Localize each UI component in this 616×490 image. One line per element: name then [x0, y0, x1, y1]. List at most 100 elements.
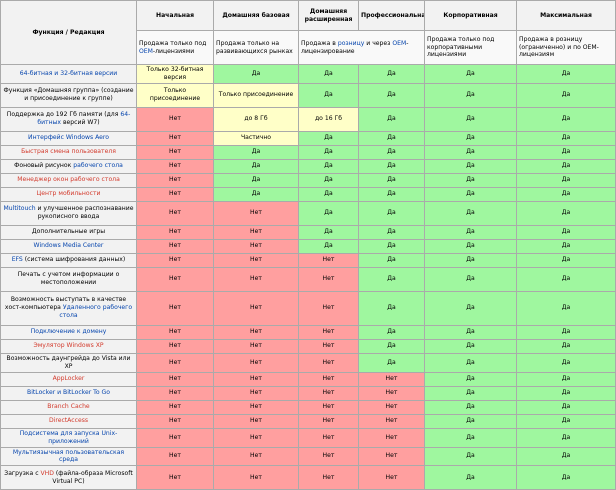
table-row: Multitouch и улучшенное распознавание ру…: [0, 200, 616, 226]
support-yes-cell: Да: [358, 82, 425, 108]
support-no-cell: Нет: [136, 106, 214, 132]
feature-name-cell: Возможность выступать в качестве хост-ко…: [0, 290, 137, 326]
support-yes-cell: Да: [424, 413, 517, 429]
support-yes-cell: Да: [358, 252, 425, 268]
support-no-cell: Нет: [298, 266, 359, 292]
wiki-link[interactable]: DirectAccess: [48, 417, 89, 425]
wiki-link[interactable]: EFS: [11, 256, 23, 264]
support-yes-cell: Да: [424, 399, 517, 415]
support-yes-cell: Да: [358, 130, 425, 146]
support-no-cell: Нет: [298, 427, 359, 448]
support-yes-cell: Да: [516, 224, 616, 240]
wiki-link[interactable]: BitLocker и BitLocker To Go: [27, 389, 110, 397]
wiki-link[interactable]: Windows Media Center: [33, 242, 104, 250]
support-yes-cell: Да: [298, 144, 359, 160]
support-no-cell: Нет: [298, 338, 359, 354]
support-yes-cell: Да: [358, 224, 425, 240]
wiki-link[interactable]: Подключение к домену: [30, 328, 107, 336]
support-no-cell: Нет: [358, 399, 425, 415]
wiki-link[interactable]: OEM: [392, 39, 407, 47]
support-yes-cell: Да: [516, 352, 616, 373]
wiki-link[interactable]: Удаленного рабочего стола: [59, 304, 133, 320]
text-segment: -лицензиями: [152, 47, 195, 55]
feature-name-cell: Менеджер окон рабочего стола: [0, 172, 137, 188]
support-yes-cell: Да: [298, 186, 359, 202]
support-yes-cell: Да: [424, 371, 517, 387]
wiki-link[interactable]: VHD: [40, 469, 54, 477]
wiki-link[interactable]: рабочего стола: [73, 162, 123, 170]
wiki-link[interactable]: Менеджер окон рабочего стола: [17, 176, 120, 184]
support-yes-cell: Да: [298, 64, 359, 84]
support-yes-cell: Да: [424, 427, 517, 448]
feature-column-header: Функция / Редакция: [0, 0, 137, 65]
support-no-cell: Нет: [213, 465, 299, 490]
support-yes-cell: Да: [516, 266, 616, 292]
feature-name-cell: Поддержка до 192 Гб памяти (для 64-битны…: [0, 106, 137, 132]
wiki-link[interactable]: Быстрая смена пользователя: [21, 148, 116, 156]
table-row: Мультиязычная пользовательская среда Нет Н…: [0, 446, 616, 467]
support-yes-cell: Да: [424, 144, 517, 160]
support-no-cell: Нет: [136, 158, 214, 174]
support-yes-cell: Да: [424, 200, 517, 226]
text-segment: Функция «Домашняя группа» (создание и пр…: [3, 87, 134, 103]
wiki-link[interactable]: Эмулятор Windows XP: [33, 342, 104, 350]
edition-header: Домашняя расширенная: [298, 0, 359, 31]
support-no-cell: Нет: [136, 238, 214, 254]
text-segment: Возможность даунгрейда до Vista или XP: [6, 354, 131, 370]
feature-name-cell: 64-битная и 32-битная версии: [0, 64, 137, 84]
support-yes-cell: Да: [358, 158, 425, 174]
support-yes-cell: Да: [516, 82, 616, 108]
support-partial-cell: Только присоединение: [213, 82, 299, 108]
table-row: Возможность выступать в качестве хост-ко…: [0, 290, 616, 326]
feature-name-cell: Мультиязычная пользовательская среда: [0, 446, 137, 467]
support-no-cell: Нет: [136, 338, 214, 354]
support-no-cell: Нет: [298, 446, 359, 467]
table-row: Возможность даунгрейда до Vista или XP Не…: [0, 352, 616, 373]
wiki-link[interactable]: AppLocker: [52, 375, 85, 383]
support-yes-cell: Да: [424, 224, 517, 240]
support-no-cell: Нет: [136, 144, 214, 160]
support-yes-cell: Да: [213, 64, 299, 84]
support-no-cell: Нет: [298, 371, 359, 387]
support-yes-cell: Да: [298, 82, 359, 108]
wiki-link[interactable]: Branch Cache: [47, 403, 90, 411]
feature-name-cell: Windows Media Center: [0, 238, 137, 254]
wiki-link[interactable]: Подсистема для запуска Unix-приложений: [19, 429, 118, 445]
wiki-link[interactable]: OEM: [139, 47, 153, 55]
table-row: Branch Cache Нет Нет Нет Нет Да Да: [0, 399, 616, 415]
wiki-link[interactable]: Центр мобильности: [36, 190, 101, 198]
table-row: 64-битная и 32-битная версии Только 32-би…: [0, 64, 616, 84]
support-yes-cell: Да: [424, 446, 517, 467]
text-segment: и улучшенное распознавание рукописного в…: [35, 205, 134, 221]
wiki-link[interactable]: розницу: [337, 39, 365, 47]
wiki-link[interactable]: Интерфейс Windows Aero: [28, 134, 109, 142]
support-no-cell: Нет: [298, 399, 359, 415]
support-no-cell: Нет: [136, 200, 214, 226]
support-yes-cell: Да: [424, 465, 517, 490]
table-row: Печать с учетом информации о местоположе…: [0, 266, 616, 292]
support-yes-cell: Да: [424, 186, 517, 202]
text-segment: Продажа только под: [139, 39, 207, 47]
table-row: Функция «Домашняя группа» (создание и пр…: [0, 82, 616, 108]
table-row: Подключение к домену Нет Нет Нет Да Да Да: [0, 324, 616, 340]
wiki-link[interactable]: 64-битных: [37, 111, 131, 127]
edition-header: Домашняя базовая: [213, 0, 299, 31]
table-row: Загрузка с VHD (файла-образа Microsoft V…: [0, 465, 616, 490]
support-no-cell: Нет: [358, 427, 425, 448]
support-no-cell: Нет: [213, 427, 299, 448]
support-yes-cell: Да: [424, 130, 517, 146]
table-row: Интерфейс Windows Aero Нет Частично Да Да Да Д…: [0, 130, 616, 146]
support-no-cell: Нет: [213, 266, 299, 292]
wiki-link[interactable]: Мультиязычная пользовательская среда: [12, 448, 125, 464]
table-row: Менеджер окон рабочего стола Нет Да Да Да Да Д…: [0, 172, 616, 188]
support-no-cell: Нет: [298, 465, 359, 490]
support-no-cell: Нет: [298, 290, 359, 326]
table-row: Дополнительные игры Нет Нет Да Да Да Да: [0, 224, 616, 240]
table-row: Фоновый рисунок рабочего стола Нет Да Да Да Д…: [0, 158, 616, 174]
wiki-link[interactable]: 64-битная и 32-битная версии: [19, 69, 118, 77]
support-no-cell: Нет: [213, 371, 299, 387]
support-yes-cell: Да: [424, 106, 517, 132]
support-yes-cell: Да: [298, 238, 359, 254]
wiki-link[interactable]: Multitouch: [3, 205, 36, 213]
support-yes-cell: Да: [213, 172, 299, 188]
